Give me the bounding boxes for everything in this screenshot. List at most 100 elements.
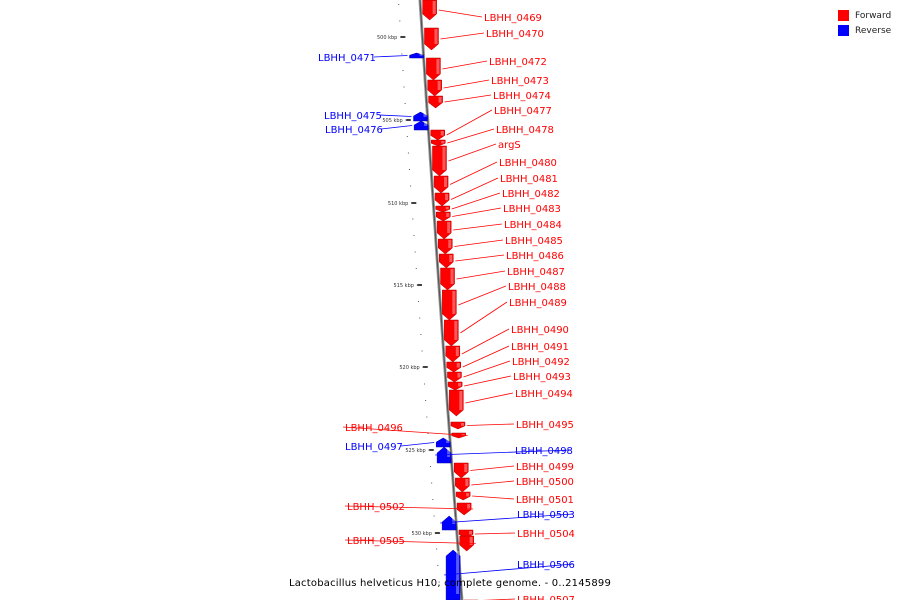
- gene-label-LBHH_0501[interactable]: LBHH_0501: [516, 495, 574, 506]
- gene-label-LBHH_0471[interactable]: LBHH_0471: [318, 53, 376, 64]
- gene-arrow-highlight: [447, 448, 451, 457]
- gene-arrow-LBHH_0484[interactable]: [436, 220, 452, 240]
- gene-label-LBHH_0481[interactable]: LBHH_0481: [500, 174, 558, 185]
- gene-arrow-LBHH_0480[interactable]: [433, 175, 449, 194]
- gene-label-LBHH_0482[interactable]: LBHH_0482: [502, 189, 560, 200]
- gene-label-LBHH_0507[interactable]: LBHH_0507: [517, 595, 575, 600]
- gene-label-LBHH_0484[interactable]: LBHH_0484: [504, 220, 562, 231]
- gene-arrow-LBHH_0499[interactable]: [454, 462, 469, 479]
- gene-label-LBHH_0486[interactable]: LBHH_0486: [506, 251, 564, 262]
- gene-arrow-LBHH_0492[interactable]: [447, 371, 462, 383]
- gene-leader-line: [400, 442, 435, 447]
- gene-label-LBHH_0489[interactable]: LBHH_0489: [509, 298, 567, 309]
- gene-arrow-LBHH_0476[interactable]: [413, 120, 429, 131]
- gene-label-LBHH_0480[interactable]: LBHH_0480: [499, 158, 557, 169]
- gene-leader-line: [460, 301, 508, 334]
- gene-arrow-highlight: [454, 321, 458, 340]
- gene-label-LBHH_0474[interactable]: LBHH_0474: [493, 91, 551, 102]
- gene-label-LBHH_0470[interactable]: LBHH_0470: [486, 29, 544, 40]
- gene-arrow-LBHH_0487[interactable]: [440, 267, 455, 291]
- gene-leader-line: [463, 360, 511, 378]
- gene-label-LBHH_0477[interactable]: LBHH_0477: [494, 106, 552, 117]
- gene-arrow-LBHH_0489[interactable]: [444, 319, 459, 347]
- gene-leader-line: [435, 449, 572, 456]
- reverse-swatch: [838, 25, 849, 36]
- gene-arrow-LBHH_0475[interactable]: [413, 111, 428, 122]
- gene-leader-line: [440, 513, 574, 524]
- gene-arrow-LBHH_0485[interactable]: [438, 238, 453, 255]
- gene-arrow-LBHH_0472[interactable]: [426, 57, 441, 81]
- gene-label-LBHH_0488[interactable]: LBHH_0488: [508, 282, 566, 293]
- gene-arrow-LBHH_0486[interactable]: [439, 253, 454, 269]
- gene-label-LBHH_0473[interactable]: LBHH_0473: [491, 76, 549, 87]
- gene-arrow-LBHH_0477[interactable]: [430, 129, 446, 141]
- gene-arrow-LBHH_0481[interactable]: [434, 192, 450, 207]
- minor-tick: [398, 4, 400, 5]
- gene-leader-line: [379, 114, 412, 117]
- gene-arrow-LBHH_0474[interactable]: [428, 95, 443, 109]
- gene-label-LBHH_0492[interactable]: LBHH_0492: [512, 357, 570, 368]
- gene-label-LBHH_0485[interactable]: LBHH_0485: [505, 236, 563, 247]
- gene-leader-line: [452, 207, 502, 217]
- scale-tick-label: 515 kbp: [394, 283, 414, 289]
- gene-arrow-LBHH_0503[interactable]: [441, 515, 457, 531]
- gene-label-LBHH_0495[interactable]: LBHH_0495: [516, 420, 574, 431]
- scale-tick-label: 530 kbp: [412, 531, 432, 537]
- minor-tick: [422, 367, 424, 368]
- gene-leader-line: [440, 32, 485, 40]
- gene-label-LBHH_0503[interactable]: LBHH_0503: [517, 510, 575, 521]
- gene-label-LBHH_0502[interactable]: LBHH_0502: [347, 502, 405, 513]
- gene-label-LBHH_0504[interactable]: LBHH_0504: [517, 529, 575, 540]
- gene-arrow-LBHH_0491[interactable]: [446, 361, 461, 373]
- gene-label-LBHH_0476[interactable]: LBHH_0476: [325, 125, 383, 136]
- gene-arrow-highlight: [449, 255, 453, 262]
- gene-arrow-LBHH_0470[interactable]: [424, 27, 439, 51]
- gene-arrow-LBHH_0469[interactable]: [422, 0, 437, 21]
- gene-labels: LBHH_0469 LBHH_0470 LBHH_0471 LBHH_0472 LBHH…: [318, 9, 575, 600]
- gene-label-LBHH_0494[interactable]: LBHH_0494: [515, 389, 573, 400]
- gene-arrow-LBHH_0506[interactable]: [445, 549, 461, 600]
- gene-arrow-LBHH_0488[interactable]: [442, 289, 457, 321]
- gene-arrow-LBHH_0495[interactable]: [450, 421, 466, 430]
- gene-label-LBHH_0499[interactable]: LBHH_0499: [516, 462, 574, 473]
- gene-arrow-argS[interactable]: [432, 145, 447, 177]
- gene-label-LBHH_0491[interactable]: LBHH_0491: [511, 342, 569, 353]
- gene-label-LBHH_0487[interactable]: LBHH_0487: [507, 267, 565, 278]
- gene-label-LBHH_0505[interactable]: LBHH_0505: [347, 536, 405, 547]
- gene-label-LBHH_0478[interactable]: LBHH_0478: [496, 125, 554, 136]
- minor-tick: [433, 515, 435, 517]
- gene-leader-line: [449, 161, 498, 185]
- gene-arrow-LBHH_0478[interactable]: [431, 139, 446, 147]
- gene-arrow-LBHH_0493[interactable]: [447, 381, 463, 391]
- gene-label-LBHH_0490[interactable]: LBHH_0490: [511, 325, 569, 336]
- gene-arrow-highlight: [434, 29, 438, 44]
- gene-arrow-LBHH_0471[interactable]: [409, 52, 424, 59]
- minor-tick: [405, 119, 407, 121]
- gene-label-LBHH_0469[interactable]: LBHH_0469: [484, 13, 542, 24]
- gene-label-LBHH_0498[interactable]: LBHH_0498: [515, 446, 573, 457]
- gene-leader-line: [443, 79, 490, 89]
- gene-label-LBHH_0506[interactable]: LBHH_0506: [517, 560, 575, 571]
- minor-tick: [432, 499, 434, 500]
- gene-leader-line: [466, 423, 515, 426]
- gene-label-LBHH_0493[interactable]: LBHH_0493: [513, 372, 571, 383]
- gene-arrow-LBHH_0483[interactable]: [435, 211, 451, 222]
- gene-arrow-LBHH_0473[interactable]: [427, 79, 442, 97]
- gene-label-LBHH_0472[interactable]: LBHH_0472: [489, 57, 547, 68]
- gene-arrow-LBHH_0500[interactable]: [455, 477, 470, 493]
- gene-arrow-LBHH_0497[interactable]: [435, 437, 451, 448]
- gene-label-LBHH_0497[interactable]: LBHH_0497: [345, 442, 403, 453]
- gene-label-argS[interactable]: argS: [498, 140, 521, 151]
- gene-arrow-LBHH_0501[interactable]: [455, 491, 471, 501]
- gene-label-LBHH_0500[interactable]: LBHH_0500: [516, 477, 574, 488]
- gene-label-LBHH_0475[interactable]: LBHH_0475: [324, 111, 382, 122]
- gene-label-LBHH_0483[interactable]: LBHH_0483: [503, 204, 561, 215]
- gene-label-LBHH_0496[interactable]: LBHH_0496: [345, 423, 403, 434]
- gene-arrow-highlight: [459, 391, 463, 410]
- gene-arrow-highlight: [452, 291, 456, 314]
- minor-tick: [421, 350, 423, 352]
- gene-arrow-LBHH_0490[interactable]: [445, 345, 461, 363]
- gene-arrow-LBHH_0494[interactable]: [449, 389, 464, 417]
- gene-arrow-LBHH_0482[interactable]: [435, 205, 450, 213]
- scale-tick-label: 525 kbp: [405, 448, 425, 454]
